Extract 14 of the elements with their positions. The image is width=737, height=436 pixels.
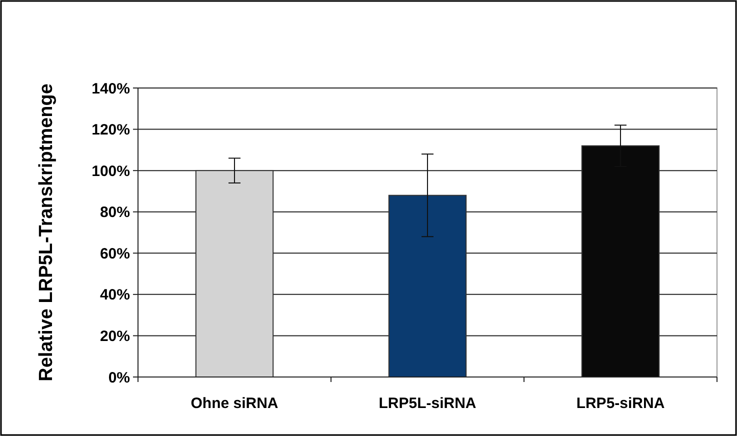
x-tick-label: LRP5-siRNA [576, 395, 665, 412]
y-axis-title: Relative LRP5L-Transkriptmenge [36, 84, 57, 382]
y-tick-label: 40% [100, 286, 130, 304]
y-tick-label: 100% [92, 162, 130, 180]
y-tick-label: 140% [92, 80, 130, 98]
bar [195, 170, 274, 378]
y-tick-label: 120% [92, 122, 130, 139]
y-tick-label: 20% [100, 328, 130, 345]
x-tick-label: Ohne siRNA [190, 395, 278, 412]
bar [388, 194, 467, 378]
x-tick-label: LRP5L-siRNA [378, 395, 476, 412]
y-tick-label: 0% [108, 369, 130, 386]
y-tick-label: 60% [100, 245, 130, 262]
y-tick-label: 80% [100, 204, 130, 222]
